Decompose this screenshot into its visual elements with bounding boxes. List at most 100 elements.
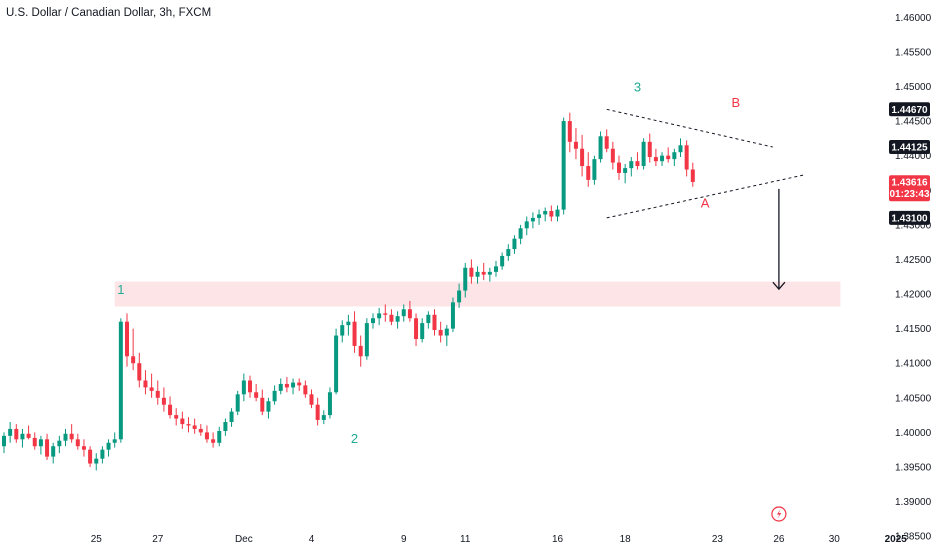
candle bbox=[678, 138, 683, 158]
price-tick-label: 1.43000 bbox=[895, 220, 932, 231]
candle bbox=[131, 328, 136, 371]
candle bbox=[592, 155, 597, 185]
candle bbox=[118, 318, 123, 443]
candle bbox=[266, 397, 271, 419]
candle bbox=[143, 370, 148, 395]
candle-body bbox=[303, 385, 308, 395]
candle-body bbox=[321, 415, 326, 420]
candle-body bbox=[69, 433, 74, 440]
candle-body bbox=[2, 435, 6, 447]
candle-body bbox=[217, 431, 222, 443]
time-tick-label: 25 bbox=[91, 534, 103, 545]
candle bbox=[586, 152, 591, 187]
time-tick-label: 23 bbox=[712, 534, 724, 545]
candle bbox=[20, 428, 25, 448]
candle-body bbox=[555, 209, 560, 217]
candle-body bbox=[315, 404, 320, 420]
resistance-zone bbox=[114, 281, 841, 307]
time-tick-label: Dec bbox=[235, 534, 253, 545]
candle bbox=[192, 418, 197, 434]
candle bbox=[340, 320, 345, 343]
price-axis[interactable]: 1.460001.455001.450001.445001.440001.435… bbox=[895, 13, 932, 543]
candle-body bbox=[125, 321, 129, 357]
candle bbox=[666, 147, 671, 163]
candle bbox=[487, 267, 492, 282]
candle-body bbox=[51, 446, 56, 457]
price-tick-label: 1.44500 bbox=[895, 117, 932, 128]
candle-body bbox=[512, 238, 517, 250]
candle bbox=[137, 352, 142, 388]
candle-body bbox=[75, 439, 80, 447]
candle bbox=[567, 112, 572, 153]
candle-body bbox=[635, 161, 640, 167]
candle bbox=[217, 426, 222, 447]
time-tick-label: 26 bbox=[773, 534, 785, 545]
candle bbox=[100, 446, 105, 464]
candle-body bbox=[235, 394, 240, 412]
candle-body bbox=[666, 155, 671, 160]
price-tick-label: 1.44000 bbox=[895, 151, 932, 162]
candle bbox=[530, 212, 535, 229]
candle-body bbox=[291, 382, 296, 388]
candle bbox=[660, 152, 665, 167]
price-badge-countdown: 01:23:43 bbox=[889, 189, 929, 200]
candle-body bbox=[352, 321, 357, 346]
candle bbox=[420, 318, 425, 343]
candle bbox=[248, 375, 252, 398]
candle bbox=[14, 424, 19, 443]
candle-body bbox=[63, 433, 68, 441]
candle-body bbox=[211, 439, 216, 443]
time-axis[interactable]: 25 27 Dec 4 9 11 16 18 23 26 30 2025 bbox=[91, 534, 908, 545]
candle-body bbox=[371, 318, 375, 324]
candle bbox=[573, 127, 578, 160]
target-arrow-head bbox=[772, 281, 786, 291]
price-tick-label: 1.39500 bbox=[895, 462, 932, 473]
triangle-upper-line bbox=[606, 108, 773, 148]
candle bbox=[284, 377, 289, 393]
candle bbox=[438, 321, 443, 343]
candle-body bbox=[168, 404, 173, 416]
candle bbox=[291, 378, 296, 395]
candle-body bbox=[248, 380, 252, 393]
time-tick-label: 16 bbox=[552, 534, 564, 545]
candle bbox=[617, 155, 621, 180]
candle bbox=[690, 162, 695, 187]
candle-body bbox=[180, 418, 185, 425]
price-badge-label: 1.44125 bbox=[891, 143, 928, 154]
candle-body bbox=[309, 394, 314, 405]
candle bbox=[371, 313, 375, 329]
candle-body bbox=[524, 221, 529, 229]
candle-body bbox=[272, 390, 277, 402]
candle-body bbox=[32, 437, 37, 447]
candle-body bbox=[88, 449, 93, 464]
price-tick-label: 1.40500 bbox=[895, 393, 932, 404]
candle bbox=[186, 417, 191, 433]
candle bbox=[174, 408, 179, 426]
candle bbox=[653, 148, 658, 167]
candle bbox=[407, 300, 412, 322]
candle-body bbox=[537, 214, 542, 218]
candle-body bbox=[26, 433, 31, 438]
candle-body bbox=[131, 356, 136, 364]
candle-body bbox=[426, 314, 431, 324]
candle bbox=[161, 387, 166, 412]
candle bbox=[647, 133, 652, 163]
candle bbox=[254, 383, 259, 402]
candle bbox=[426, 311, 431, 329]
candle bbox=[358, 335, 363, 367]
candle-body bbox=[487, 271, 492, 275]
candle-body bbox=[94, 458, 99, 464]
candle bbox=[8, 422, 13, 443]
candle-body bbox=[481, 271, 486, 275]
candle bbox=[75, 433, 80, 450]
price-tick-label: 1.42000 bbox=[895, 290, 932, 301]
replay-button[interactable] bbox=[771, 506, 787, 522]
candle bbox=[518, 224, 523, 245]
candle-body bbox=[186, 424, 191, 426]
price-badge bbox=[889, 210, 930, 225]
candle-body bbox=[346, 321, 351, 326]
wave-label: A bbox=[701, 196, 710, 211]
candle bbox=[481, 262, 486, 281]
candle bbox=[635, 152, 640, 170]
